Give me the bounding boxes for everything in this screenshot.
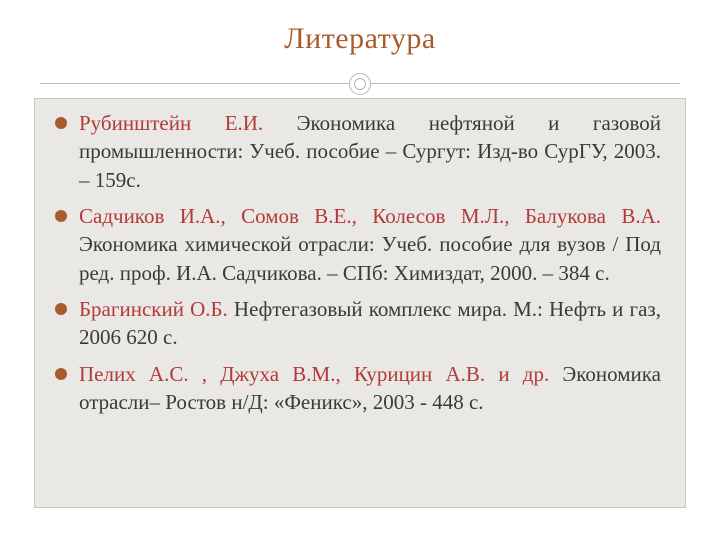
title-divider (40, 72, 680, 96)
author-name: Брагинский О.Б. (79, 297, 228, 321)
reference-text: Экономика химической отрасли: Учеб. посо… (79, 232, 661, 284)
author-name: Рубинштейн Е.И. (79, 111, 263, 135)
author-name: Пелих А.С. , Джуха В.М., Курицин А.В. и … (79, 362, 549, 386)
slide-title: Литература (0, 22, 720, 56)
author-name: Садчиков И.А., Сомов В.Е., Колесов М.Л.,… (79, 204, 661, 228)
slide: Литература Рубинштейн Е.И. Экономика неф… (0, 0, 720, 540)
reference-entry: Садчиков И.А., Сомов В.Е., Колесов М.Л.,… (79, 202, 661, 287)
content-box: Рубинштейн Е.И. Экономика нефтяной и газ… (34, 98, 686, 508)
reference-entry: Пелих А.С. , Джуха В.М., Курицин А.В. и … (79, 360, 661, 417)
list-item: Брагинский О.Б. Нефтегазовый комплекс ми… (55, 295, 661, 352)
list-item: Пелих А.С. , Джуха В.М., Курицин А.В. и … (55, 360, 661, 417)
bullet-icon (55, 117, 67, 129)
reference-entry: Брагинский О.Б. Нефтегазовый комплекс ми… (79, 295, 661, 352)
list-item: Садчиков И.А., Сомов В.Е., Колесов М.Л.,… (55, 202, 661, 287)
bullet-icon (55, 303, 67, 315)
title-region: Литература (0, 22, 720, 56)
bullet-icon (55, 368, 67, 380)
bullet-icon (55, 210, 67, 222)
divider-ornament-inner (354, 78, 366, 90)
reference-entry: Рубинштейн Е.И. Экономика нефтяной и газ… (79, 109, 661, 194)
list-item: Рубинштейн Е.И. Экономика нефтяной и газ… (55, 109, 661, 194)
